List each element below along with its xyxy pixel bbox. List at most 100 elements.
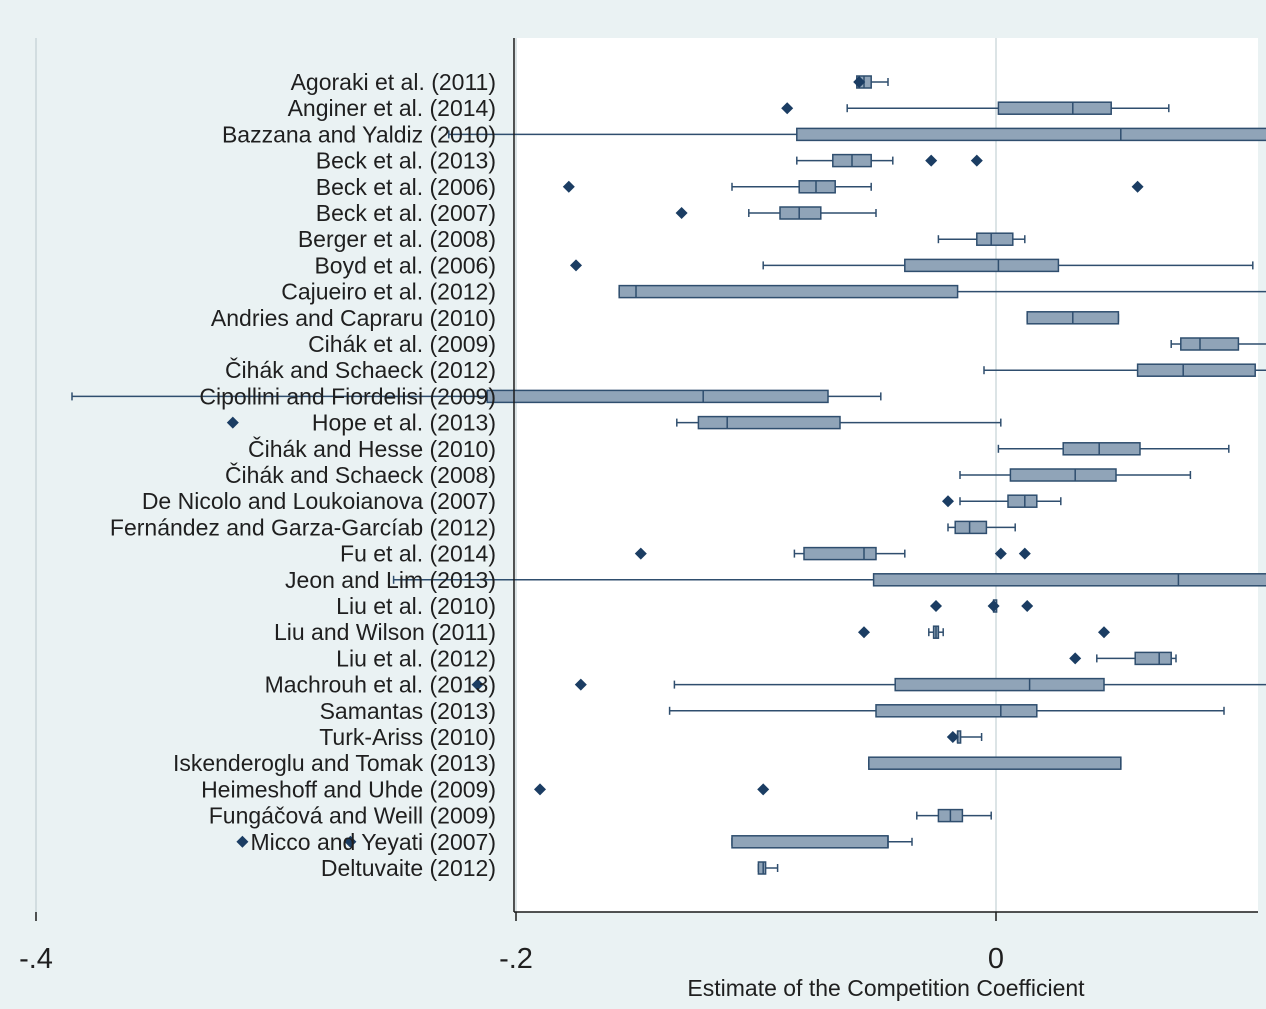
box (796, 127, 1266, 142)
category-label: Čihák and Hesse (2010) (248, 435, 496, 462)
box-row (942, 494, 1062, 508)
outlier-point (570, 259, 582, 272)
category-label: Heimeshoff and Uhde (2009) (201, 776, 496, 802)
box-row (668, 704, 1225, 718)
outlier-point (757, 783, 770, 796)
box-row (997, 442, 1230, 456)
category-label: Liu et al. (2010) (336, 593, 496, 619)
box (894, 677, 1105, 692)
box (803, 546, 877, 561)
outlier-point (858, 626, 870, 639)
box-row (618, 284, 1266, 299)
box (798, 180, 836, 194)
box-row (562, 180, 1144, 194)
box (904, 258, 1060, 273)
category-label: Andries and Capraru (2010) (211, 305, 496, 331)
outlier-point (534, 783, 546, 796)
category-label: Fu et al. (2014) (340, 541, 496, 567)
box (1007, 494, 1038, 508)
box-row (937, 232, 1026, 246)
box (1009, 468, 1117, 482)
x-axis-title: Estimate of the Competition Coefficient (687, 975, 1085, 1001)
outlier-point (574, 678, 587, 691)
outlier-point (471, 678, 484, 691)
x-tick-label: -.2 (499, 943, 533, 975)
category-label: Iskenderoglu and Tomak (2013) (173, 750, 496, 776)
outlier-point (344, 835, 357, 848)
box-row (757, 861, 779, 875)
box-row (858, 625, 1110, 639)
category-label: Cihák et al. (2009) (308, 331, 496, 357)
category-labels: Agoraki et al. (2011)Anginer et al. (201… (110, 69, 496, 881)
x-tick-label: 0 (988, 943, 1004, 975)
category-label: Cajueiro et al. (2012) (281, 279, 496, 305)
category-label: Samantas (2013) (320, 698, 496, 724)
category-label: Čihák and Schaeck (2008) (225, 461, 496, 488)
box-row (471, 677, 1266, 692)
category-label: Jeon and Lim (2013) (285, 567, 496, 593)
outlier-point (562, 180, 575, 193)
x-tick-label: -.4 (19, 943, 53, 975)
box-row (853, 75, 889, 89)
category-label: Čihák and Schaeck (2012) (225, 356, 496, 383)
outlier-point (853, 76, 866, 88)
box-row (675, 206, 877, 220)
box (875, 704, 1038, 718)
box-row (534, 783, 770, 796)
category-label: Bazzana and Yaldiz (2010) (222, 121, 496, 147)
category-label: Boyd et al. (2006) (314, 252, 496, 278)
box-row (916, 808, 992, 823)
category-label: Hope et al. (2013) (312, 410, 496, 436)
box-row (1069, 651, 1177, 666)
category-label: Beck et al. (2006) (316, 174, 496, 200)
box (1062, 442, 1141, 456)
category-label: Machrouh et al. (2013) (265, 672, 496, 698)
category-label: Anginer et al. (2014) (288, 95, 496, 121)
outlier-point (946, 731, 959, 743)
box-row (392, 573, 1266, 587)
box (868, 756, 1122, 770)
category-label: Liu and Wilson (2011) (274, 619, 496, 645)
outlier-point (987, 600, 1000, 612)
box-row (959, 468, 1192, 482)
outlier-point (930, 600, 942, 612)
box (1180, 337, 1240, 351)
category-label: Turk-Ariss (2010) (319, 724, 496, 750)
outlier-point (226, 416, 239, 429)
outlier-point (634, 547, 647, 560)
x-axis-ticks: -.4-.20.2 (19, 912, 1004, 975)
box-row (1170, 337, 1266, 351)
category-label: Agoraki et al. (2011) (291, 69, 496, 95)
box-row (983, 363, 1266, 377)
outlier-point (942, 495, 954, 508)
box (1134, 651, 1172, 666)
outlier-point (925, 154, 938, 167)
box-series (71, 75, 1266, 875)
box (486, 389, 829, 404)
outlier-point (1021, 600, 1034, 612)
outlier-point (781, 102, 794, 115)
outlier-point (1018, 547, 1031, 560)
outlier-point (994, 547, 1007, 560)
category-label: De Nicolo and Loukoianova (2007) (142, 488, 496, 514)
outlier-point (970, 154, 983, 167)
outlier-point (1131, 180, 1144, 193)
box-row (930, 599, 1034, 613)
outlier-point (1069, 652, 1082, 665)
box (779, 206, 822, 220)
category-label: Beck et al. (2007) (316, 200, 496, 226)
box-row (236, 835, 913, 849)
outlier-point (1098, 626, 1110, 639)
box-row (570, 258, 1254, 273)
box (697, 415, 841, 430)
category-label: Fungáčová and Weill (2009) (209, 803, 496, 829)
category-label: Beck et al. (2013) (316, 148, 496, 174)
category-label: Micco and Yeyati (2007) (251, 829, 497, 855)
box-row (868, 756, 1122, 770)
box-row (226, 415, 1002, 430)
box-row (796, 153, 983, 168)
box-row (947, 520, 1016, 535)
box-row (634, 546, 1031, 561)
